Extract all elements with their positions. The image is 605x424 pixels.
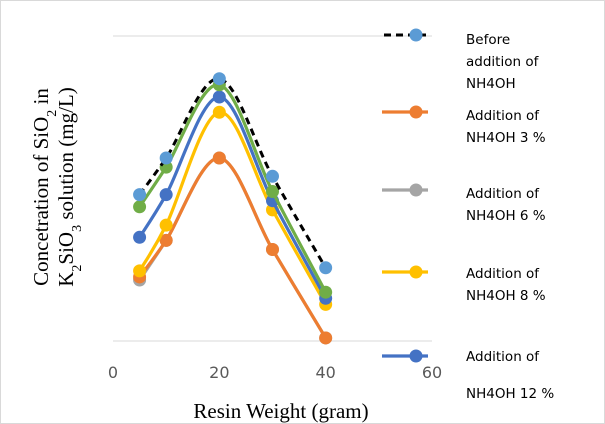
series-line xyxy=(138,110,328,306)
data-point xyxy=(212,90,226,104)
gridlines xyxy=(113,35,432,342)
legend-label: addition of xyxy=(466,54,540,70)
data-point xyxy=(212,151,226,165)
legend-label: NH4OH 3 % xyxy=(466,130,546,146)
data-point xyxy=(319,331,333,345)
data-point xyxy=(133,264,147,278)
data-point xyxy=(159,151,173,165)
x-tick-label: 0 xyxy=(108,363,118,382)
legend-item-2: Addition of NH4OH 3 % xyxy=(382,105,546,146)
legend-label: Addition of xyxy=(466,349,540,365)
x-axis-title: Resin Weight (gram) xyxy=(193,399,368,423)
legend-label: NH4OH 12 % xyxy=(466,386,554,402)
data-point xyxy=(266,185,279,199)
series-layer xyxy=(133,72,333,345)
data-point xyxy=(266,169,279,183)
legend-item-5: Addition of NH4OH 12 % xyxy=(382,349,554,402)
x-tick-label: 40 xyxy=(315,363,335,382)
legend-item-3: Addition of NH4OH 6 % xyxy=(382,183,546,224)
legend-label: Before xyxy=(466,32,510,48)
data-point xyxy=(319,261,333,275)
legend-label: Addition of xyxy=(466,266,540,282)
x-tick-label: 60 xyxy=(422,363,442,382)
data-point xyxy=(266,243,279,256)
x-tick-label: 20 xyxy=(209,363,229,382)
legend-label: Addition of xyxy=(466,108,540,124)
data-point xyxy=(159,233,173,247)
data-point xyxy=(212,72,226,86)
data-point xyxy=(133,200,147,214)
legend-label: NH4OH 8 % xyxy=(466,288,546,304)
legend-item-1: Before addition of NH4OH xyxy=(384,28,540,92)
legend-item-4: Addition of NH4OH 8 % xyxy=(382,265,546,304)
legend: Before addition of NH4OH Addition of NH4OH 3… xyxy=(382,28,554,402)
legend-marker xyxy=(409,349,423,363)
data-point xyxy=(133,230,147,244)
legend-label: Addition of xyxy=(466,186,540,202)
data-point xyxy=(319,285,333,299)
series-1 xyxy=(133,72,333,275)
data-point xyxy=(159,188,173,202)
y-axis-title-line-1: Concetration of SiO2 in xyxy=(29,88,60,286)
legend-marker xyxy=(409,183,423,197)
legend-marker xyxy=(409,105,423,119)
data-point xyxy=(159,218,173,232)
legend-label: NH4OH 6 % xyxy=(466,208,546,224)
legend-marker xyxy=(409,28,423,42)
x-tick-labels: 0 20 40 60 xyxy=(108,363,442,382)
y-axis-title: Concetration of SiO2 in K2SiO3 solution … xyxy=(29,87,85,287)
series-4 xyxy=(133,105,333,311)
legend-marker xyxy=(409,265,423,279)
legend-label: NH4OH xyxy=(466,76,516,92)
data-point xyxy=(133,188,147,202)
y-axis-title-line-2: K2SiO3 solution (mg/L) xyxy=(54,87,85,287)
data-point xyxy=(212,105,226,119)
